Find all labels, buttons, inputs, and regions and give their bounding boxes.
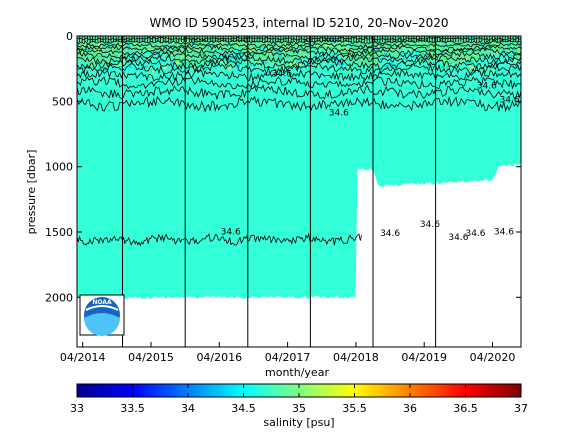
x-tick-label: 04/2015: [128, 351, 174, 364]
plot-area: 34.6 34.634.634.634.6 34.634.634.634.634.6: [77, 36, 521, 347]
plot-frame: [76, 35, 522, 348]
colorbar-tick: 34: [181, 384, 195, 415]
colorbar-tick: 35: [292, 384, 306, 415]
y-tick-label: 1000: [45, 161, 73, 174]
contour-label: 34.6: [494, 228, 514, 238]
contour-label: 34.6: [477, 81, 497, 91]
x-tick-label: 04/2020: [470, 351, 516, 364]
y-tick: 500: [52, 95, 521, 108]
x-axis: 04/2014 04/2015 04/2016 04/2017 04/2018 04/20…: [60, 342, 516, 364]
colorbar-tick-label: 35: [292, 402, 306, 415]
x-tick-label: 04/2019: [401, 351, 447, 364]
y-tick: 0: [66, 30, 521, 43]
salinity-contours: [77, 36, 521, 247]
x-tick-label: 04/2017: [265, 351, 311, 364]
y-tick-label: 2000: [45, 291, 73, 304]
colorbar-ticks: 33 33.5 34 34.5 35 35.5 36 36.5 37: [70, 384, 528, 415]
colorbar-tick: 36: [403, 384, 417, 415]
y-tick: 1500: [45, 226, 521, 239]
colorbar-tick-label: 33.5: [120, 402, 145, 415]
y-tick: 1000: [45, 161, 521, 174]
x-tick: 04/2014: [60, 342, 106, 364]
colorbar-tick: 37: [514, 384, 528, 415]
x-tick: 04/2016: [196, 342, 242, 364]
colorbar-tick-label: 33: [70, 402, 84, 415]
x-tick-label: 04/2018: [333, 351, 379, 364]
y-axis-label: pressure [dbar]: [25, 150, 38, 235]
x-tick: 04/2015: [128, 342, 174, 364]
colorbar-tick-label: 36: [403, 402, 417, 415]
contour-labels: 34.6 34.634.634.634.6 34.634.634.634.634.6: [221, 70, 520, 243]
contour-label: 34.6: [420, 220, 440, 230]
colorbar-tick: 33: [70, 384, 84, 415]
noaa-logo: NOAA: [79, 294, 125, 336]
colorbar-tick-label: 37: [514, 402, 528, 415]
colorbar-tick: 33.5: [120, 384, 145, 415]
contour-label: 34.6: [221, 228, 241, 238]
contour-label: 34.6: [380, 229, 400, 239]
contour-label: 34.6: [465, 229, 485, 239]
colorbar-tick-label: 36.5: [453, 402, 478, 415]
contour-label: 34.6: [448, 233, 468, 243]
colorbar-tick-label: 34.5: [231, 402, 256, 415]
colorbar-tick: 36.5: [453, 384, 478, 415]
contour-label: 34.6: [329, 109, 349, 119]
chart-title: WMO ID 5904523, internal ID 5210, 20–Nov…: [150, 16, 449, 30]
x-axis-label: month/year: [265, 366, 329, 379]
x-tick-label: 04/2014: [60, 351, 106, 364]
x-tick: 04/2020: [470, 342, 516, 364]
colorbar-label: salinity [psu]: [263, 416, 334, 429]
y-tick-label: 500: [52, 95, 73, 108]
x-tick-label: 04/2016: [196, 351, 242, 364]
contour-label: 34.6: [272, 70, 292, 80]
y-tick-label: 0: [66, 30, 73, 43]
y-axis: 0 500 1000 1500 2000: [45, 30, 521, 304]
x-tick: 04/2019: [401, 342, 447, 364]
x-tick: 04/2018: [333, 342, 379, 364]
y-tick-label: 1500: [45, 226, 73, 239]
colorbar-tick-label: 34: [181, 402, 195, 415]
colorbar-tick: 35.5: [342, 384, 367, 415]
colorbar-tick: 34.5: [231, 384, 256, 415]
contour-label: 34.6: [500, 96, 520, 106]
colorbar-tick-label: 35.5: [342, 402, 367, 415]
x-tick: 04/2017: [265, 342, 311, 364]
noaa-logo-text: NOAA: [92, 299, 112, 306]
top-tick-marks: [77, 36, 519, 42]
salinity-field-deep: [77, 36, 521, 299]
